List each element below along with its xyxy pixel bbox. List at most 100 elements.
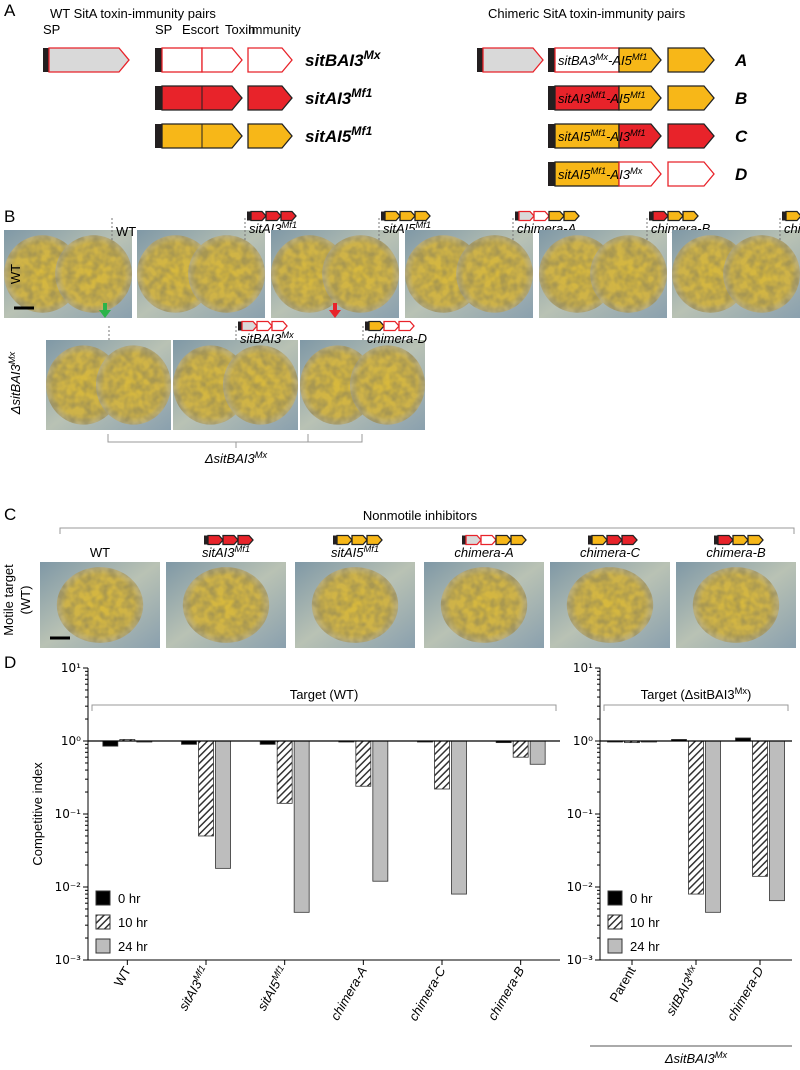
colony-image <box>295 562 415 648</box>
bar <box>293 740 310 913</box>
y-tick-label: 10⁻¹ <box>567 807 594 821</box>
gene-domain <box>554 161 620 187</box>
superscript: Mx <box>630 166 643 176</box>
gene-icon <box>256 320 273 332</box>
gene-domain <box>667 47 715 73</box>
gene-name: sitBAI3Mx <box>305 48 382 70</box>
superscript: Mf1 <box>632 52 648 62</box>
text-part: ΔsitBAI3 <box>204 451 256 466</box>
chimera-name: sitAI5Mf1-AI3Mx <box>558 166 643 182</box>
gene-icon <box>351 534 368 546</box>
superscript: Mf1 <box>363 544 379 554</box>
legend-label: 10 hr <box>630 915 660 930</box>
strain-label: sitBAI3Mx <box>240 330 294 346</box>
superscript: Mf1 <box>191 964 207 982</box>
x-tick-label: chimera-B <box>485 964 528 1023</box>
strain-label: WT <box>90 545 110 560</box>
gene-icon <box>533 210 550 222</box>
text-part: chimera-A <box>327 964 370 1023</box>
panel-title: WT SitA toxin-immunity pairs <box>50 6 216 21</box>
gene-domain <box>618 161 662 187</box>
domain-label: SP <box>43 22 60 37</box>
text-part: -AI5 <box>606 91 631 106</box>
superscript: Mf1 <box>591 90 607 100</box>
chart-title: Target (ΔsitBAI3Mx) <box>641 686 752 702</box>
colony-image <box>539 230 667 318</box>
text-part: chimera-C <box>406 963 449 1023</box>
gene-name: sitAI3Mf1 <box>305 86 373 108</box>
gene-domain <box>477 48 483 72</box>
text-part: sitBA3 <box>558 53 596 68</box>
panel-label: C <box>4 505 16 524</box>
bracket <box>59 527 795 534</box>
gene-icon <box>280 210 297 222</box>
colony-texture <box>456 235 533 313</box>
superscript: Mf1 <box>234 544 250 554</box>
gene-icon <box>265 210 282 222</box>
gene-icon <box>652 210 669 222</box>
superscript: Mx <box>735 686 748 696</box>
legend-label: 0 hr <box>118 891 141 906</box>
superscript: Mf1 <box>351 124 372 138</box>
chimera-letter: C <box>735 127 748 146</box>
domain-label: SP <box>155 22 172 37</box>
gene-domain <box>155 124 162 148</box>
text-part: ΔsitBAI3 <box>664 1051 716 1066</box>
strain-label: WT <box>116 224 136 239</box>
gene-domain <box>667 161 715 187</box>
panel-label: D <box>4 653 16 672</box>
x-tick-label: chimera-C <box>406 963 449 1023</box>
y-axis-label: Competitive index <box>30 762 45 866</box>
gene-domain <box>554 85 620 111</box>
text-part: sitAI5 <box>254 977 284 1013</box>
text-part: sitAI3 <box>305 89 352 108</box>
colony-image <box>4 230 132 318</box>
legend-swatch <box>95 914 111 930</box>
gene-icon <box>782 211 786 221</box>
y-tick-label: 10⁻² <box>55 880 82 894</box>
colony-image <box>166 562 286 648</box>
gene-icon <box>588 535 592 545</box>
colony-image <box>173 340 298 430</box>
x-tick-label: sitAI3Mf1 <box>175 964 213 1014</box>
gene-domain <box>155 86 162 110</box>
gene-icon <box>250 210 267 222</box>
bar <box>705 740 721 913</box>
gene-domain <box>667 123 715 149</box>
text-part: -AI3 <box>606 129 631 144</box>
gene-icon <box>383 320 400 332</box>
colony-texture <box>55 235 132 313</box>
gene-icon <box>222 534 239 546</box>
gene-domain <box>48 47 130 73</box>
domain-label: Escort <box>182 22 219 37</box>
text-part: sitBAI3 <box>305 51 364 70</box>
colony-texture <box>440 567 528 643</box>
colony-texture <box>96 345 171 425</box>
gene-icon <box>237 534 254 546</box>
superscript: Mf1 <box>270 964 286 982</box>
text-part: ) <box>747 687 751 702</box>
superscript: Mx <box>364 48 382 62</box>
bar <box>752 740 768 877</box>
bracket <box>603 704 789 711</box>
text-part: ΔsitBAI3 <box>8 364 23 416</box>
superscript: Mx <box>281 330 294 340</box>
y-tick-label: 10⁰ <box>573 734 593 748</box>
gene-icon <box>207 534 224 546</box>
text-part: sitBAI3 <box>663 974 697 1018</box>
gene-icon <box>365 321 369 331</box>
gene-icon <box>732 534 749 546</box>
x-tick-label: Parent <box>606 964 638 1005</box>
text-part: WT <box>111 964 134 989</box>
text-part: sitAI5 <box>305 127 352 146</box>
gene-icon <box>747 534 764 546</box>
gene-icon <box>495 534 512 546</box>
chimera-name: sitAI3Mf1-AI5Mf1 <box>558 90 646 106</box>
x-tick-label: chimera-D <box>724 964 767 1023</box>
colony-texture <box>311 567 399 643</box>
gene-icon <box>414 210 431 222</box>
gene-icon <box>368 320 385 332</box>
gene-icon <box>399 210 416 222</box>
gene-domain <box>43 48 49 72</box>
superscript: Mx <box>255 450 268 460</box>
